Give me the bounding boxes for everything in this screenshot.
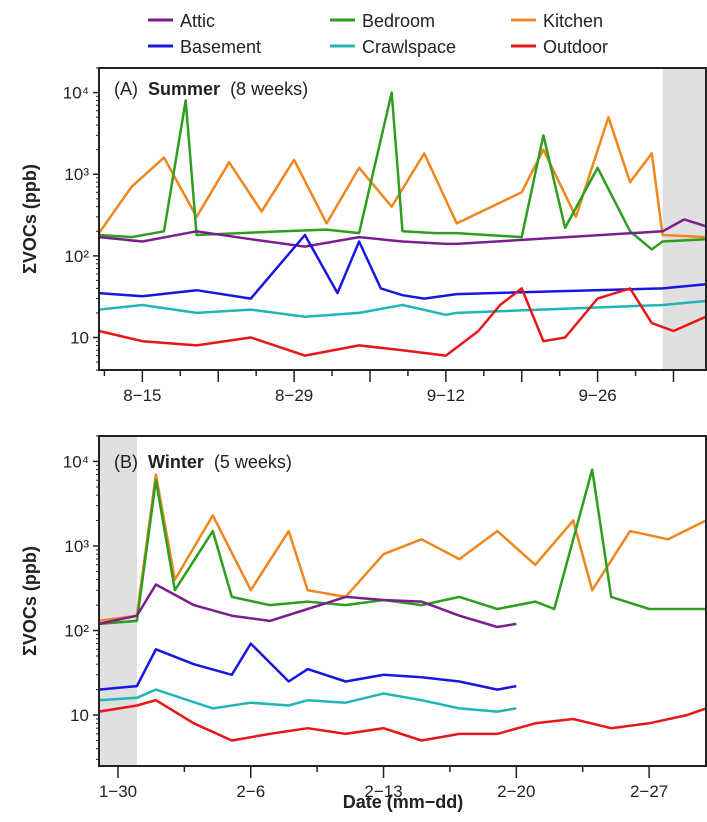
x-tick-label: 1−30 (99, 782, 137, 801)
y-axis-title: ΣVOCs (ppb) (20, 546, 40, 656)
x-tick-label: 2−27 (630, 782, 668, 801)
series-line-kitchen (97, 115, 707, 239)
y-axis: 10 10² 10³ 10⁴ (63, 435, 99, 760)
x-tick-label: 8−29 (275, 386, 313, 405)
y-tick-label: 10² (64, 622, 89, 641)
panel-title: (A) Summer (8 weeks) (114, 79, 308, 99)
series-line-crawlspace (98, 299, 707, 318)
y-tick-label: 10³ (64, 165, 89, 184)
x-axis-title: Date (mm−dd) (343, 792, 464, 812)
panel-label: (B) (114, 452, 138, 472)
legend-item-basement: Basement (148, 37, 261, 57)
panel-season: Winter (148, 452, 204, 472)
y-tick-label: 10⁴ (63, 84, 89, 103)
y-tick-label: 10 (70, 706, 89, 725)
y-tick-label: 10 (70, 329, 89, 348)
panel-duration: (5 weeks) (214, 452, 292, 472)
x-tick-label: 2−13 (364, 782, 402, 801)
panel-title: (B) Winter (5 weeks) (114, 452, 292, 472)
legend-item-crawlspace: Crawlspace (330, 37, 456, 57)
legend-item-attic: Attic (148, 11, 215, 31)
x-tick-label: 2−20 (497, 782, 535, 801)
legend-item-outdoor: Outdoor (511, 37, 608, 57)
legend-label-kitchen: Kitchen (543, 11, 603, 31)
plot-frame (98, 67, 707, 371)
series-line-basement (98, 642, 517, 691)
legend-label-bedroom: Bedroom (362, 11, 435, 31)
series-lines (98, 468, 707, 742)
series-lines (97, 91, 707, 357)
panel-summer: 10 10² 10³ 10⁴ 8−15 8−29 9−12 9−26 (A) Summer … (20, 67, 707, 405)
y-tick-label: 10³ (64, 537, 89, 556)
panel-winter: 10 10² 10³ 10⁴ 1−30 2−6 2−13 2−20 2−27 (B) Wint… (20, 435, 707, 801)
series-line-outdoor (98, 287, 707, 357)
x-tick-label: 9−26 (578, 386, 616, 405)
shaded-region (99, 436, 137, 766)
panel-season: Summer (148, 79, 220, 99)
x-axis: 8−15 8−29 9−12 9−26 (103, 370, 675, 405)
y-axis: 10 10² 10³ 10⁴ (63, 67, 99, 371)
x-tick-label: 2−6 (236, 782, 265, 801)
plot-frame (98, 435, 707, 767)
series-line-outdoor (98, 698, 707, 742)
series-line-kitchen (98, 473, 707, 623)
series-line-attic (98, 218, 707, 248)
legend-label-basement: Basement (180, 37, 261, 57)
series-line-crawlspace (98, 688, 517, 713)
legend-label-outdoor: Outdoor (543, 37, 608, 57)
series-line-bedroom (98, 91, 707, 251)
x-tick-label: 8−15 (123, 386, 161, 405)
y-tick-label: 10⁴ (63, 452, 89, 471)
panel-label: (A) (114, 79, 138, 99)
panel-duration: (8 weeks) (230, 79, 308, 99)
y-tick-label: 10² (64, 247, 89, 266)
legend: Attic Bedroom Kitchen Basement Crawlspac… (148, 11, 608, 57)
series-line-attic (98, 583, 517, 629)
legend-label-attic: Attic (180, 11, 215, 31)
legend-label-crawlspace: Crawlspace (362, 37, 456, 57)
legend-item-bedroom: Bedroom (330, 11, 435, 31)
series-line-basement (98, 233, 707, 300)
y-axis-title: ΣVOCs (ppb) (20, 164, 40, 274)
x-tick-label: 9−12 (427, 386, 465, 405)
legend-item-kitchen: Kitchen (511, 11, 603, 31)
x-axis: 1−30 2−6 2−13 2−20 2−27 (99, 766, 668, 801)
